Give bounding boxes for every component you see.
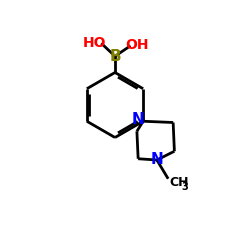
- Text: HO: HO: [82, 36, 106, 50]
- Text: N: N: [150, 152, 163, 168]
- Text: B: B: [109, 49, 121, 64]
- Text: 3: 3: [181, 182, 188, 192]
- Text: CH: CH: [170, 176, 189, 189]
- Text: N: N: [131, 112, 144, 128]
- Text: OH: OH: [126, 38, 149, 52]
